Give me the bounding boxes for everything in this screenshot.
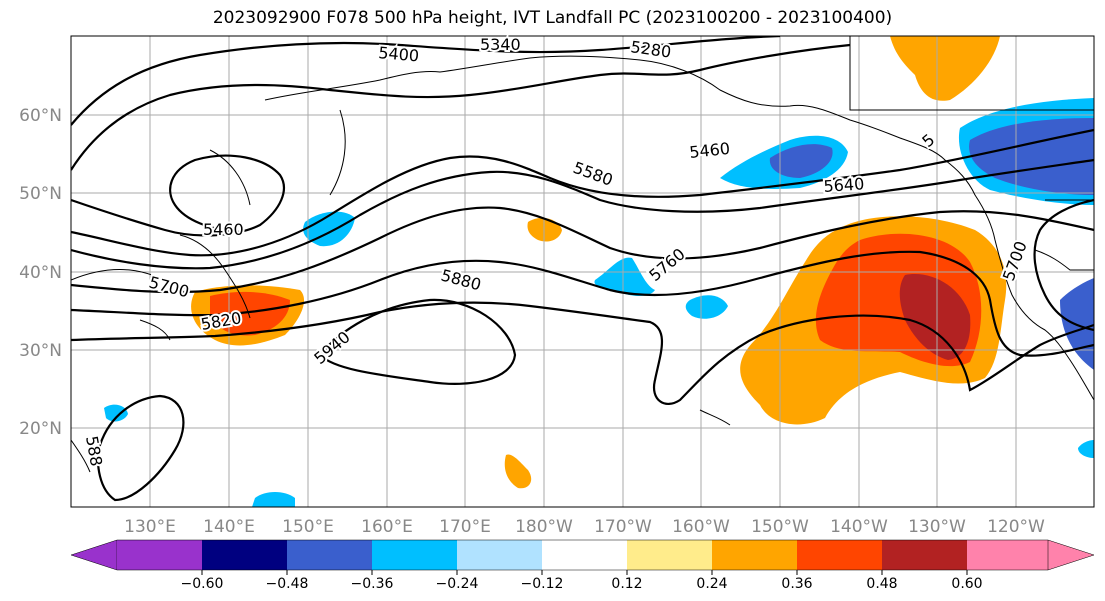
ivt-negative-kamchatka — [303, 211, 355, 247]
lon-label: 130°E — [124, 517, 176, 537]
lat-label: 30°N — [19, 341, 62, 361]
colorbar-extend-min — [70, 539, 118, 571]
colorbar-segment — [797, 540, 882, 570]
ivt-shading — [104, 36, 1094, 507]
contour-label: 5700 — [147, 273, 191, 302]
colorbar-tick-label: 0.48 — [866, 576, 897, 592]
colorbar-tick-label: −0.24 — [436, 576, 479, 592]
colorbar-tick-label: −0.36 — [351, 576, 394, 592]
lon-label: 130°W — [908, 517, 966, 537]
ivt-positive-hawaii — [504, 454, 532, 489]
ivt-positive-alaska — [890, 36, 1000, 101]
colorbar-segment — [627, 540, 712, 570]
lat-label: 40°N — [19, 263, 62, 283]
colorbar-segment — [202, 540, 287, 570]
colorbar-outline — [117, 539, 1048, 571]
contour-label: 5400 — [378, 43, 420, 65]
ivt-negative-gulf-alaska-core — [769, 144, 833, 178]
contour-label: 5880 — [439, 266, 483, 295]
contour-label: 5280 — [629, 37, 672, 61]
colorbar-segment — [712, 540, 797, 570]
lat-label: 60°N — [19, 106, 62, 126]
contour-label: 5640 — [823, 174, 865, 196]
contour-label: 5460 — [203, 220, 244, 239]
lon-label: 150°W — [751, 517, 809, 537]
colorbar: −0.60 −0.48 −0.36 −0.24 −0.12 0.12 0.24 … — [70, 539, 1095, 592]
lon-label: 170°E — [439, 517, 491, 537]
height-contours — [71, 36, 1094, 502]
lon-label: 140°W — [830, 517, 888, 537]
colorbar-tick-label: −0.60 — [181, 576, 224, 592]
colorbar-tick-label: 0.60 — [951, 576, 982, 592]
lat-label: 50°N — [19, 184, 62, 204]
colorbar-segment — [117, 540, 202, 570]
colorbar-tick-label: −0.12 — [521, 576, 564, 592]
colorbar-segment — [542, 540, 627, 570]
colorbar-segment — [457, 540, 542, 570]
ivt-positive-small-180 — [527, 217, 562, 242]
colorbar-tick-label: −0.48 — [266, 576, 309, 592]
colorbar-ticks — [201, 570, 968, 575]
colorbar-tick-label: 0.24 — [696, 576, 727, 592]
contour-label: 5700 — [999, 239, 1031, 284]
colorbar-segment — [967, 540, 1048, 570]
coastlines — [71, 36, 1094, 473]
lon-label: 170°W — [594, 517, 652, 537]
longitude-labels: 130°E 140°E 150°E 160°E 170°E 180°W 170°… — [124, 517, 1045, 537]
ivt-negative-west — [104, 404, 128, 422]
colorbar-segment — [882, 540, 967, 570]
ivt-negative-far-east — [1078, 440, 1094, 458]
ivt-positive-east-pacific-max — [899, 274, 971, 360]
lon-label: 150°E — [282, 517, 334, 537]
colorbar-tick-label: 0.12 — [611, 576, 642, 592]
lat-label: 20°N — [19, 419, 62, 439]
lon-label: 160°E — [361, 517, 413, 537]
ivt-positive-japan-core — [210, 291, 290, 336]
gridlines — [71, 36, 1094, 507]
contour-label: 5340 — [480, 35, 521, 54]
contour-label: 5580 — [571, 158, 616, 190]
contour-label: 5 — [918, 130, 938, 151]
ivt-negative-160w — [685, 295, 728, 319]
plot-frame — [70, 35, 1095, 508]
ivt-negative-170w — [594, 257, 655, 296]
contour-label: 5460 — [688, 139, 730, 162]
ivt-negative-south — [252, 492, 295, 507]
lon-label: 120°W — [987, 517, 1045, 537]
latitude-labels: 60°N 50°N 40°N 30°N 20°N — [19, 106, 62, 439]
colorbar-tick-label: 0.36 — [781, 576, 812, 592]
colorbar-segment — [372, 540, 457, 570]
map-title: 2023092900 F078 500 hPa height, IVT Land… — [212, 8, 893, 28]
lon-label: 160°W — [672, 517, 730, 537]
map-plot-area — [71, 36, 1094, 507]
colorbar-segment — [287, 540, 372, 570]
lon-label: 180°W — [515, 517, 573, 537]
lon-label: 140°E — [203, 517, 255, 537]
colorbar-extend-max — [1047, 539, 1095, 571]
contour-label: 5760 — [645, 244, 688, 285]
